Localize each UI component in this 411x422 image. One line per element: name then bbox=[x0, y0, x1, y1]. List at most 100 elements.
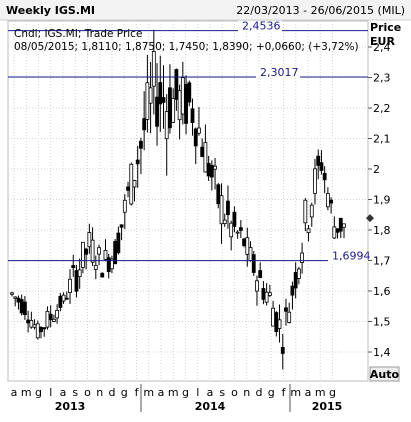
x-tick-label: m bbox=[290, 386, 301, 399]
x-tick-label: l bbox=[196, 386, 199, 399]
candle-body bbox=[71, 265, 76, 269]
reference-lines: 2,4536 2,3017 1,6994 bbox=[8, 20, 372, 263]
candle-body bbox=[271, 307, 275, 327]
x-tick-label: g bbox=[121, 386, 128, 399]
y-tick-label: 2,2 bbox=[373, 102, 391, 115]
candle-body bbox=[322, 172, 327, 181]
y-tick-label: 2 bbox=[373, 163, 380, 176]
reference-label-bg bbox=[328, 250, 372, 262]
candle-body bbox=[245, 237, 250, 255]
candle-body bbox=[187, 82, 192, 103]
x-tick-label: a bbox=[60, 386, 67, 399]
candle-body bbox=[35, 323, 40, 339]
candle-body bbox=[255, 280, 259, 292]
candle-body bbox=[13, 296, 18, 299]
candle-body bbox=[132, 180, 137, 188]
candle-body bbox=[164, 111, 169, 140]
candle-body bbox=[209, 164, 214, 178]
candle-body bbox=[180, 77, 185, 115]
candle-body bbox=[64, 297, 69, 300]
x-tick-label: g bbox=[329, 386, 336, 399]
x-tick-label: d bbox=[256, 386, 263, 399]
y-tick-label: 1,5 bbox=[373, 316, 391, 329]
candle-body bbox=[122, 199, 127, 213]
candle-body bbox=[313, 168, 317, 194]
candle-body bbox=[45, 310, 50, 328]
auto-button[interactable]: Auto bbox=[369, 366, 400, 382]
year-label: 2015 bbox=[312, 400, 343, 413]
candle-body bbox=[235, 231, 240, 234]
auto-button-label: Auto bbox=[370, 368, 400, 381]
x-tick-label: d bbox=[109, 386, 116, 399]
grid bbox=[8, 21, 368, 381]
x-tick-label: g bbox=[182, 386, 189, 399]
candle-body bbox=[274, 312, 279, 332]
candle-body bbox=[68, 278, 72, 293]
header-bar bbox=[0, 0, 411, 20]
last-price-marker bbox=[366, 214, 374, 223]
reference-line-label: 2,3017 bbox=[260, 66, 299, 79]
x-tick-label: n bbox=[96, 386, 103, 399]
x-tick-label: n bbox=[243, 386, 250, 399]
candle-body bbox=[148, 87, 153, 104]
candle-body bbox=[16, 297, 21, 303]
info-line-1: Cndl; IGS.MI; Trade Price bbox=[14, 28, 142, 40]
x-tick-label: a bbox=[158, 386, 165, 399]
candle-body bbox=[219, 195, 224, 225]
reference-label-bg bbox=[238, 20, 282, 32]
candle-body bbox=[342, 223, 346, 228]
candle-body bbox=[126, 186, 130, 191]
candle-body bbox=[22, 301, 27, 315]
candle-body bbox=[193, 128, 198, 147]
reference-line-label: 2,4536 bbox=[242, 20, 281, 33]
chart-title: Weekly IGS.MI bbox=[6, 4, 95, 17]
candle-body bbox=[48, 313, 53, 320]
x-tick-label: f bbox=[282, 386, 287, 399]
x-tick-label: l bbox=[49, 386, 52, 399]
year-label: 2013 bbox=[55, 400, 86, 413]
candle-body bbox=[232, 211, 237, 227]
candle-body bbox=[87, 232, 92, 248]
candle-body bbox=[303, 199, 308, 224]
info-line-2: 08/05/2015; 1,8110; 1,8750; 1,7450; 1,83… bbox=[14, 41, 359, 53]
x-tick-label: o bbox=[231, 386, 238, 399]
candle-body bbox=[216, 184, 221, 205]
plot-area bbox=[7, 20, 369, 382]
candle-body bbox=[251, 254, 256, 273]
candle-body bbox=[293, 272, 298, 289]
candle-body bbox=[155, 96, 159, 127]
candle-body bbox=[142, 118, 147, 131]
candle-body bbox=[158, 82, 163, 105]
candle-body bbox=[222, 219, 227, 225]
candle-body bbox=[139, 140, 143, 149]
y-tick-label: 1,7 bbox=[373, 255, 391, 268]
y-tick-label: 2,1 bbox=[373, 133, 391, 146]
candle-body bbox=[261, 288, 266, 300]
candle-body bbox=[135, 159, 140, 165]
x-tick-label: o bbox=[84, 386, 91, 399]
candle-body bbox=[90, 239, 95, 263]
candle-body bbox=[32, 324, 37, 328]
candle-body bbox=[10, 292, 14, 295]
candle-body bbox=[329, 199, 334, 204]
candle-body bbox=[277, 319, 282, 329]
candle-body bbox=[325, 193, 330, 208]
candles bbox=[10, 29, 346, 370]
x-tick-label: m bbox=[168, 386, 179, 399]
x-tick-label: a bbox=[305, 386, 312, 399]
candle-body bbox=[280, 347, 285, 354]
y-tick-label: 1,4 bbox=[373, 346, 391, 359]
candle-body bbox=[74, 270, 79, 292]
price-axis-label: Price bbox=[370, 21, 401, 34]
y-tick-label: 2,4 bbox=[373, 41, 391, 54]
x-tick-label: m bbox=[21, 386, 32, 399]
reference-label-bg bbox=[256, 66, 300, 78]
candle-body bbox=[161, 97, 166, 103]
date-range: 22/03/2013 - 26/06/2015 (MIL) bbox=[236, 4, 405, 17]
y-tick-label: 2,3 bbox=[373, 72, 391, 85]
candle-body bbox=[129, 163, 134, 205]
candle-body bbox=[206, 162, 211, 177]
candle-body bbox=[242, 238, 246, 246]
